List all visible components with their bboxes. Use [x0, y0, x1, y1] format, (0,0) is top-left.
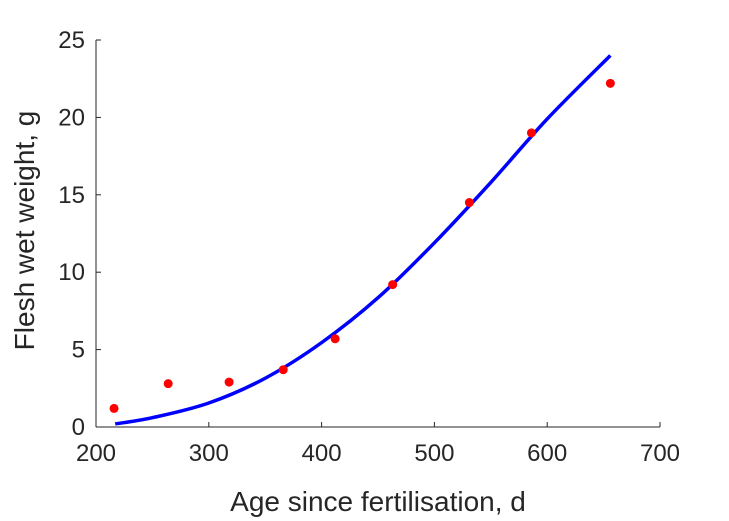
data-point [278, 365, 288, 375]
x-tick-label: 300 [189, 440, 229, 467]
y-tick-label: 20 [58, 104, 85, 131]
data-points [109, 78, 615, 413]
data-point [330, 334, 340, 344]
y-axis-title: Flesh wet weight, g [9, 111, 40, 351]
data-point [526, 128, 536, 138]
y-tick-label: 10 [58, 259, 85, 286]
y-tick-label: 15 [58, 182, 85, 209]
data-point [388, 280, 398, 290]
data-point [163, 379, 173, 389]
x-ticks: 200 300 400 500 600 700 [76, 422, 680, 467]
y-tick-label: 0 [72, 414, 85, 441]
y-ticks: 0 5 10 15 20 25 [58, 27, 101, 441]
x-tick-label: 700 [640, 440, 680, 467]
x-axis-title: Age since fertilisation, d [230, 486, 526, 517]
data-point [224, 377, 234, 387]
y-tick-label: 25 [58, 27, 85, 54]
y-tick-label: 5 [72, 337, 85, 364]
x-tick-label: 400 [302, 440, 342, 467]
x-tick-label: 500 [414, 440, 454, 467]
x-tick-label: 200 [76, 440, 116, 467]
plot-area: 200 300 400 500 600 700 0 5 10 15 20 25 [58, 27, 680, 467]
x-tick-label: 600 [527, 440, 567, 467]
data-point [109, 403, 119, 413]
fit-line [114, 54, 612, 426]
data-point [605, 78, 615, 88]
data-point [464, 198, 474, 208]
